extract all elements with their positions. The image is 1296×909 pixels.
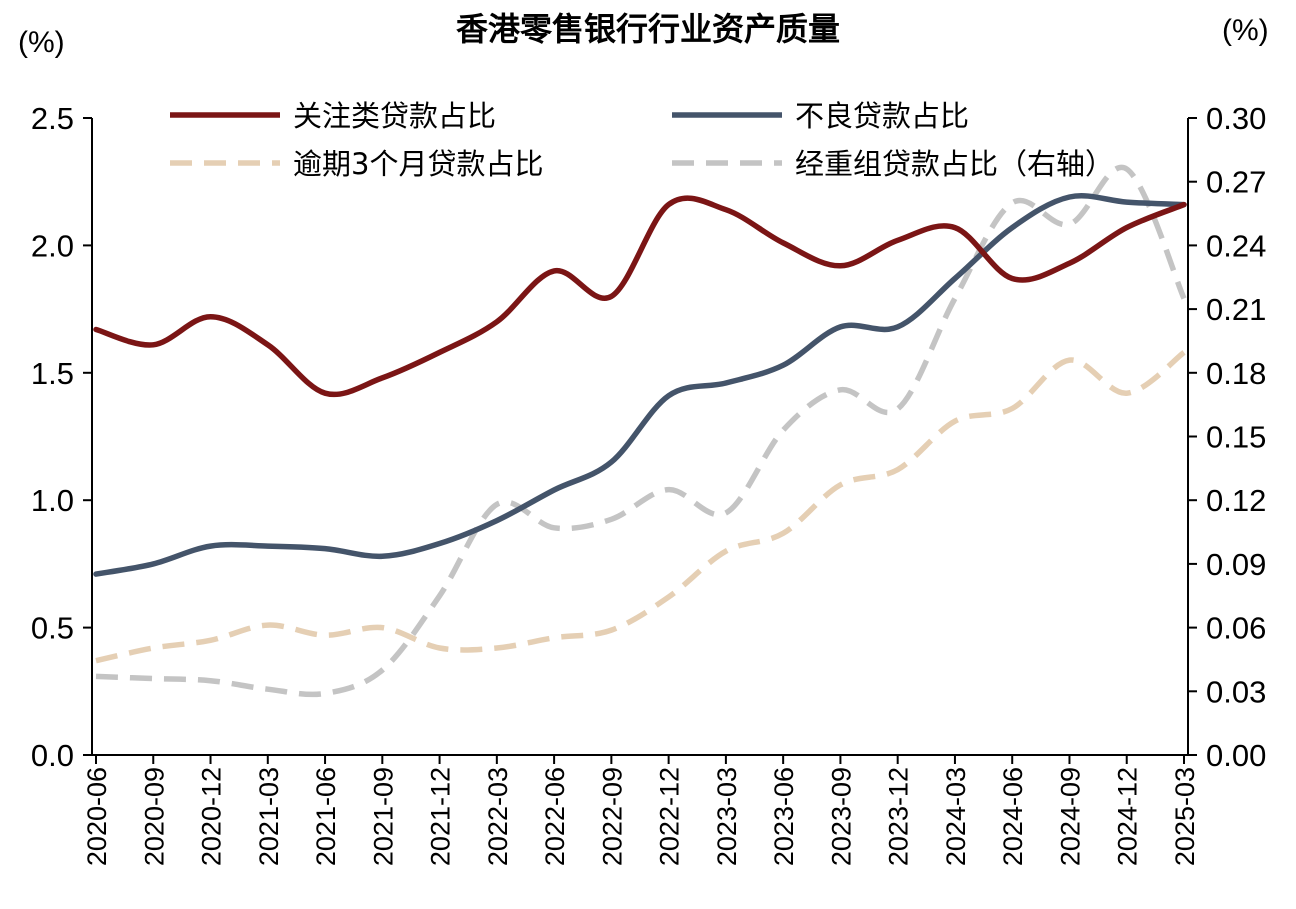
right-tick-label: 0.06	[1206, 611, 1266, 646]
x-tick-label: 2021-12	[426, 767, 456, 866]
right-tick-label: 0.12	[1206, 483, 1266, 518]
series-line-2	[95, 350, 1186, 664]
series-layer	[93, 164, 1187, 698]
x-tick-label: 2022-06	[540, 767, 570, 866]
right-tick-label: 0.15	[1206, 420, 1266, 455]
x-tick-label: 2023-06	[769, 767, 799, 866]
x-tick-label: 2020-12	[197, 767, 227, 866]
x-tick-label: 2022-09	[597, 767, 627, 866]
series-line-3	[95, 164, 1187, 698]
left-tick-label: 2.0	[31, 228, 74, 263]
left-tick-label: 0.5	[31, 611, 74, 646]
left-tick-label: 0.0	[31, 738, 74, 773]
x-tick-label: 2024-06	[998, 767, 1028, 866]
x-tick-label: 2023-03	[712, 767, 742, 866]
right-tick-label: 0.09	[1206, 547, 1266, 582]
left-tick-label: 2.5	[31, 101, 74, 136]
x-tick-label: 2021-09	[368, 767, 398, 866]
right-tick-label: 0.21	[1206, 292, 1266, 327]
series-line-1	[93, 193, 1187, 577]
left-axis-unit: (%)	[18, 26, 65, 59]
legend-label-2: 逾期3个月贷款占比	[293, 147, 543, 181]
right-tick-label: 0.27	[1206, 165, 1266, 200]
x-tick-label: 2024-09	[1055, 767, 1085, 866]
right-tick-label: 0.18	[1206, 356, 1266, 391]
x-tick-label: 2024-03	[941, 767, 971, 866]
legend-label-3: 经重组贷款占比（右轴）	[795, 147, 1114, 181]
right-axis-unit: (%)	[1222, 14, 1269, 47]
right-tick-label: 0.24	[1206, 228, 1266, 263]
x-tick-label: 2021-03	[254, 767, 284, 866]
right-tick-label: 0.00	[1206, 738, 1266, 773]
legend-label-0: 关注类贷款占比	[293, 99, 496, 133]
legend-label-1: 不良贷款占比	[795, 99, 969, 133]
chart-title: 香港零售银行行业资产质量	[456, 10, 840, 48]
x-tick-label: 2023-12	[884, 767, 914, 866]
x-tick-label: 2020-09	[139, 767, 169, 866]
axes: 2.5 2.0 1.5 1.0 0.5 0.0 0.30 0.27 0.24 0.21 0.18 0.…	[31, 101, 1266, 866]
right-tick-label: 0.30	[1206, 101, 1266, 136]
right-tick-label: 0.03	[1206, 674, 1266, 709]
left-tick-label: 1.0	[31, 483, 74, 518]
x-tick-label: 2022-03	[483, 767, 513, 866]
x-tick-label: 2025-03	[1170, 767, 1200, 866]
x-tick-label: 2020-06	[82, 767, 112, 866]
series-line-0	[93, 195, 1187, 398]
x-tick-label: 2023-09	[826, 767, 856, 866]
x-tick-label: 2022-12	[655, 767, 685, 866]
x-tick-label: 2024-12	[1113, 767, 1143, 866]
left-tick-label: 1.5	[31, 356, 74, 391]
x-tick-label: 2021-06	[311, 767, 341, 866]
